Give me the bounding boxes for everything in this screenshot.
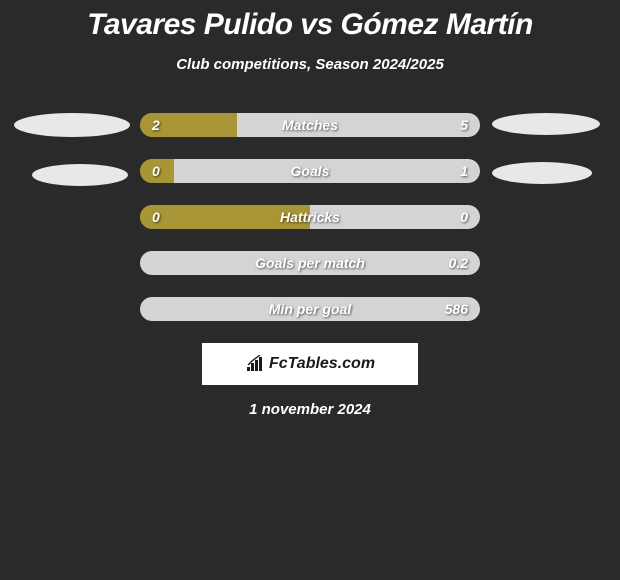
stat-bar-label: Min per goal: [269, 301, 351, 317]
stat-value-left: 0: [152, 163, 160, 179]
stat-bar: Min per goal 586: [140, 297, 480, 321]
stat-value-right: 586: [445, 301, 468, 317]
player-left-badge-2: [32, 164, 128, 186]
stat-bar: Goals per match 0.2: [140, 251, 480, 275]
stat-value-right: 0.2: [449, 255, 468, 271]
logo-box[interactable]: FcTables.com: [202, 343, 418, 385]
stat-bar-label: Goals: [291, 163, 330, 179]
stat-bar-label: Hattricks: [280, 209, 340, 225]
stats-area: Matches 2 5 Goals 0 1 Hattricks 0 0 Goals per mat…: [0, 113, 620, 321]
player-right-badge-1: [492, 113, 600, 135]
stat-value-left: 2: [152, 117, 160, 133]
stat-bar-label: Matches: [282, 117, 338, 133]
logo-text: FcTables.com: [269, 355, 375, 373]
stat-value-right: 5: [460, 117, 468, 133]
stat-bar: Hattricks 0 0: [140, 205, 480, 229]
stat-bar-right-fill: [237, 113, 480, 137]
stat-bar: Matches 2 5: [140, 113, 480, 137]
stat-value-left: 0: [152, 209, 160, 225]
player-right-badge-2: [492, 162, 592, 184]
subtitle: Club competitions, Season 2024/2025: [0, 56, 620, 73]
right-player-badges: [492, 113, 602, 184]
chart-icon: [245, 355, 265, 373]
stat-bar-label: Goals per match: [255, 255, 365, 271]
stat-value-right: 1: [460, 163, 468, 179]
stat-bar: Goals 0 1: [140, 159, 480, 183]
left-player-badges: [18, 113, 128, 186]
date-line: 1 november 2024: [0, 401, 620, 418]
stat-value-right: 0: [460, 209, 468, 225]
stat-bars: Matches 2 5 Goals 0 1 Hattricks 0 0 Goals per mat…: [140, 113, 480, 321]
page-title: Tavares Pulido vs Gómez Martín: [0, 8, 620, 42]
player-left-badge-1: [14, 113, 130, 137]
